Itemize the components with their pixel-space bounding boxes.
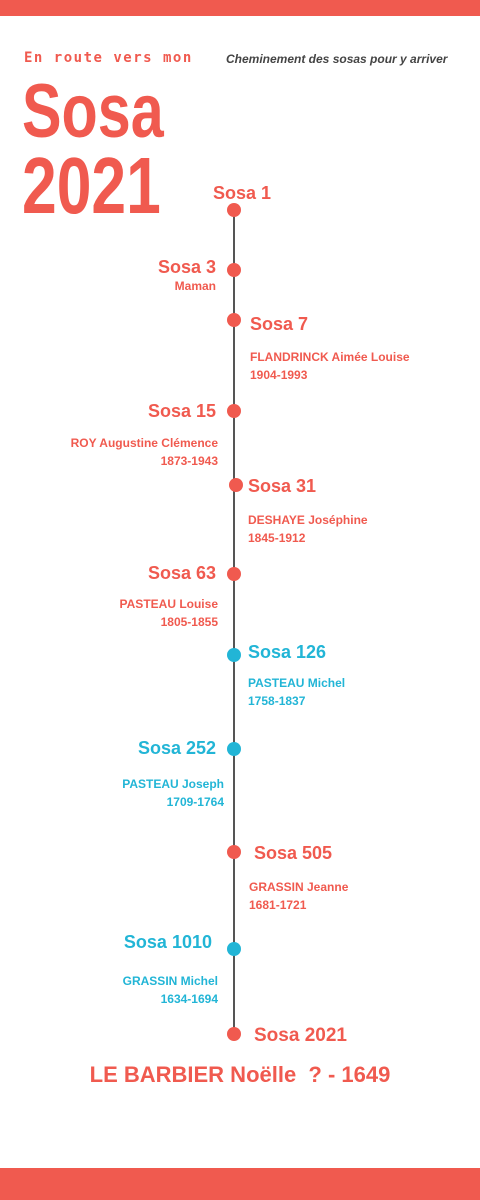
- title-line-2: 2021: [22, 141, 161, 230]
- person-dates: 1904-1993: [250, 368, 308, 382]
- person-dates: 1634-1694: [160, 992, 218, 1006]
- timeline-note: Maman: [174, 279, 216, 293]
- pre-title: En route vers mon: [24, 50, 193, 66]
- timeline-label-sosa-2021: Sosa 2021: [254, 1025, 347, 1046]
- timeline-label-sosa-1: Sosa 1: [213, 183, 272, 203]
- subtitle: Cheminement des sosas pour y arriver: [226, 52, 448, 66]
- timeline-label-sosa-126: Sosa 126: [248, 642, 327, 662]
- bottom-accent-bar: [0, 1168, 480, 1200]
- final-ancestor: LE BARBIER Noëlle ? - 1649: [89, 1062, 391, 1087]
- timeline-dot: [227, 404, 241, 418]
- timeline-label-sosa-7: Sosa 7: [250, 314, 309, 334]
- timeline-dot: [227, 203, 241, 217]
- person-dates: 1805-1855: [160, 615, 218, 629]
- timeline-dot: [227, 942, 241, 956]
- person-dates: 1845-1912: [248, 531, 306, 545]
- timeline-dot: [227, 845, 241, 859]
- timeline-label-sosa-63: Sosa 63: [147, 563, 216, 583]
- top-accent-bar: [0, 0, 480, 16]
- timeline-dot: [227, 742, 241, 756]
- timeline-label-sosa-31: Sosa 31: [248, 476, 317, 496]
- timeline-label-sosa-252: Sosa 252: [137, 738, 216, 758]
- person-name: GRASSIN Michel: [122, 974, 218, 988]
- person-name: DESHAYE Joséphine: [248, 513, 368, 527]
- title-line-1: Sosa: [22, 69, 164, 154]
- person-name: PASTEAU Louise: [119, 597, 218, 611]
- timeline-dot: [227, 313, 241, 327]
- person-dates: 1873-1943: [160, 454, 218, 468]
- timeline-dot: [229, 478, 243, 492]
- timeline-dot: [227, 567, 241, 581]
- person-dates: 1758-1837: [248, 694, 306, 708]
- timeline-dot: [227, 648, 241, 662]
- timeline-dot: [227, 1027, 241, 1041]
- person-dates: 1709-1764: [166, 795, 224, 809]
- timeline-label-sosa-1010: Sosa 1010: [123, 932, 212, 952]
- timeline-dot: [227, 263, 241, 277]
- person-name: FLANDRINCK Aimée Louise: [250, 350, 410, 364]
- person-name: PASTEAU Joseph: [122, 777, 224, 791]
- timeline-label-sosa-3: Sosa 3: [157, 257, 216, 277]
- person-name: GRASSIN Jeanne: [249, 880, 349, 894]
- person-dates: 1681-1721: [249, 898, 307, 912]
- timeline-label-sosa-505: Sosa 505: [254, 843, 333, 863]
- timeline-label-sosa-15: Sosa 15: [147, 401, 216, 421]
- timeline-axis: [233, 208, 235, 1034]
- person-name: PASTEAU Michel: [248, 676, 346, 690]
- person-name: ROY Augustine Clémence: [70, 436, 218, 450]
